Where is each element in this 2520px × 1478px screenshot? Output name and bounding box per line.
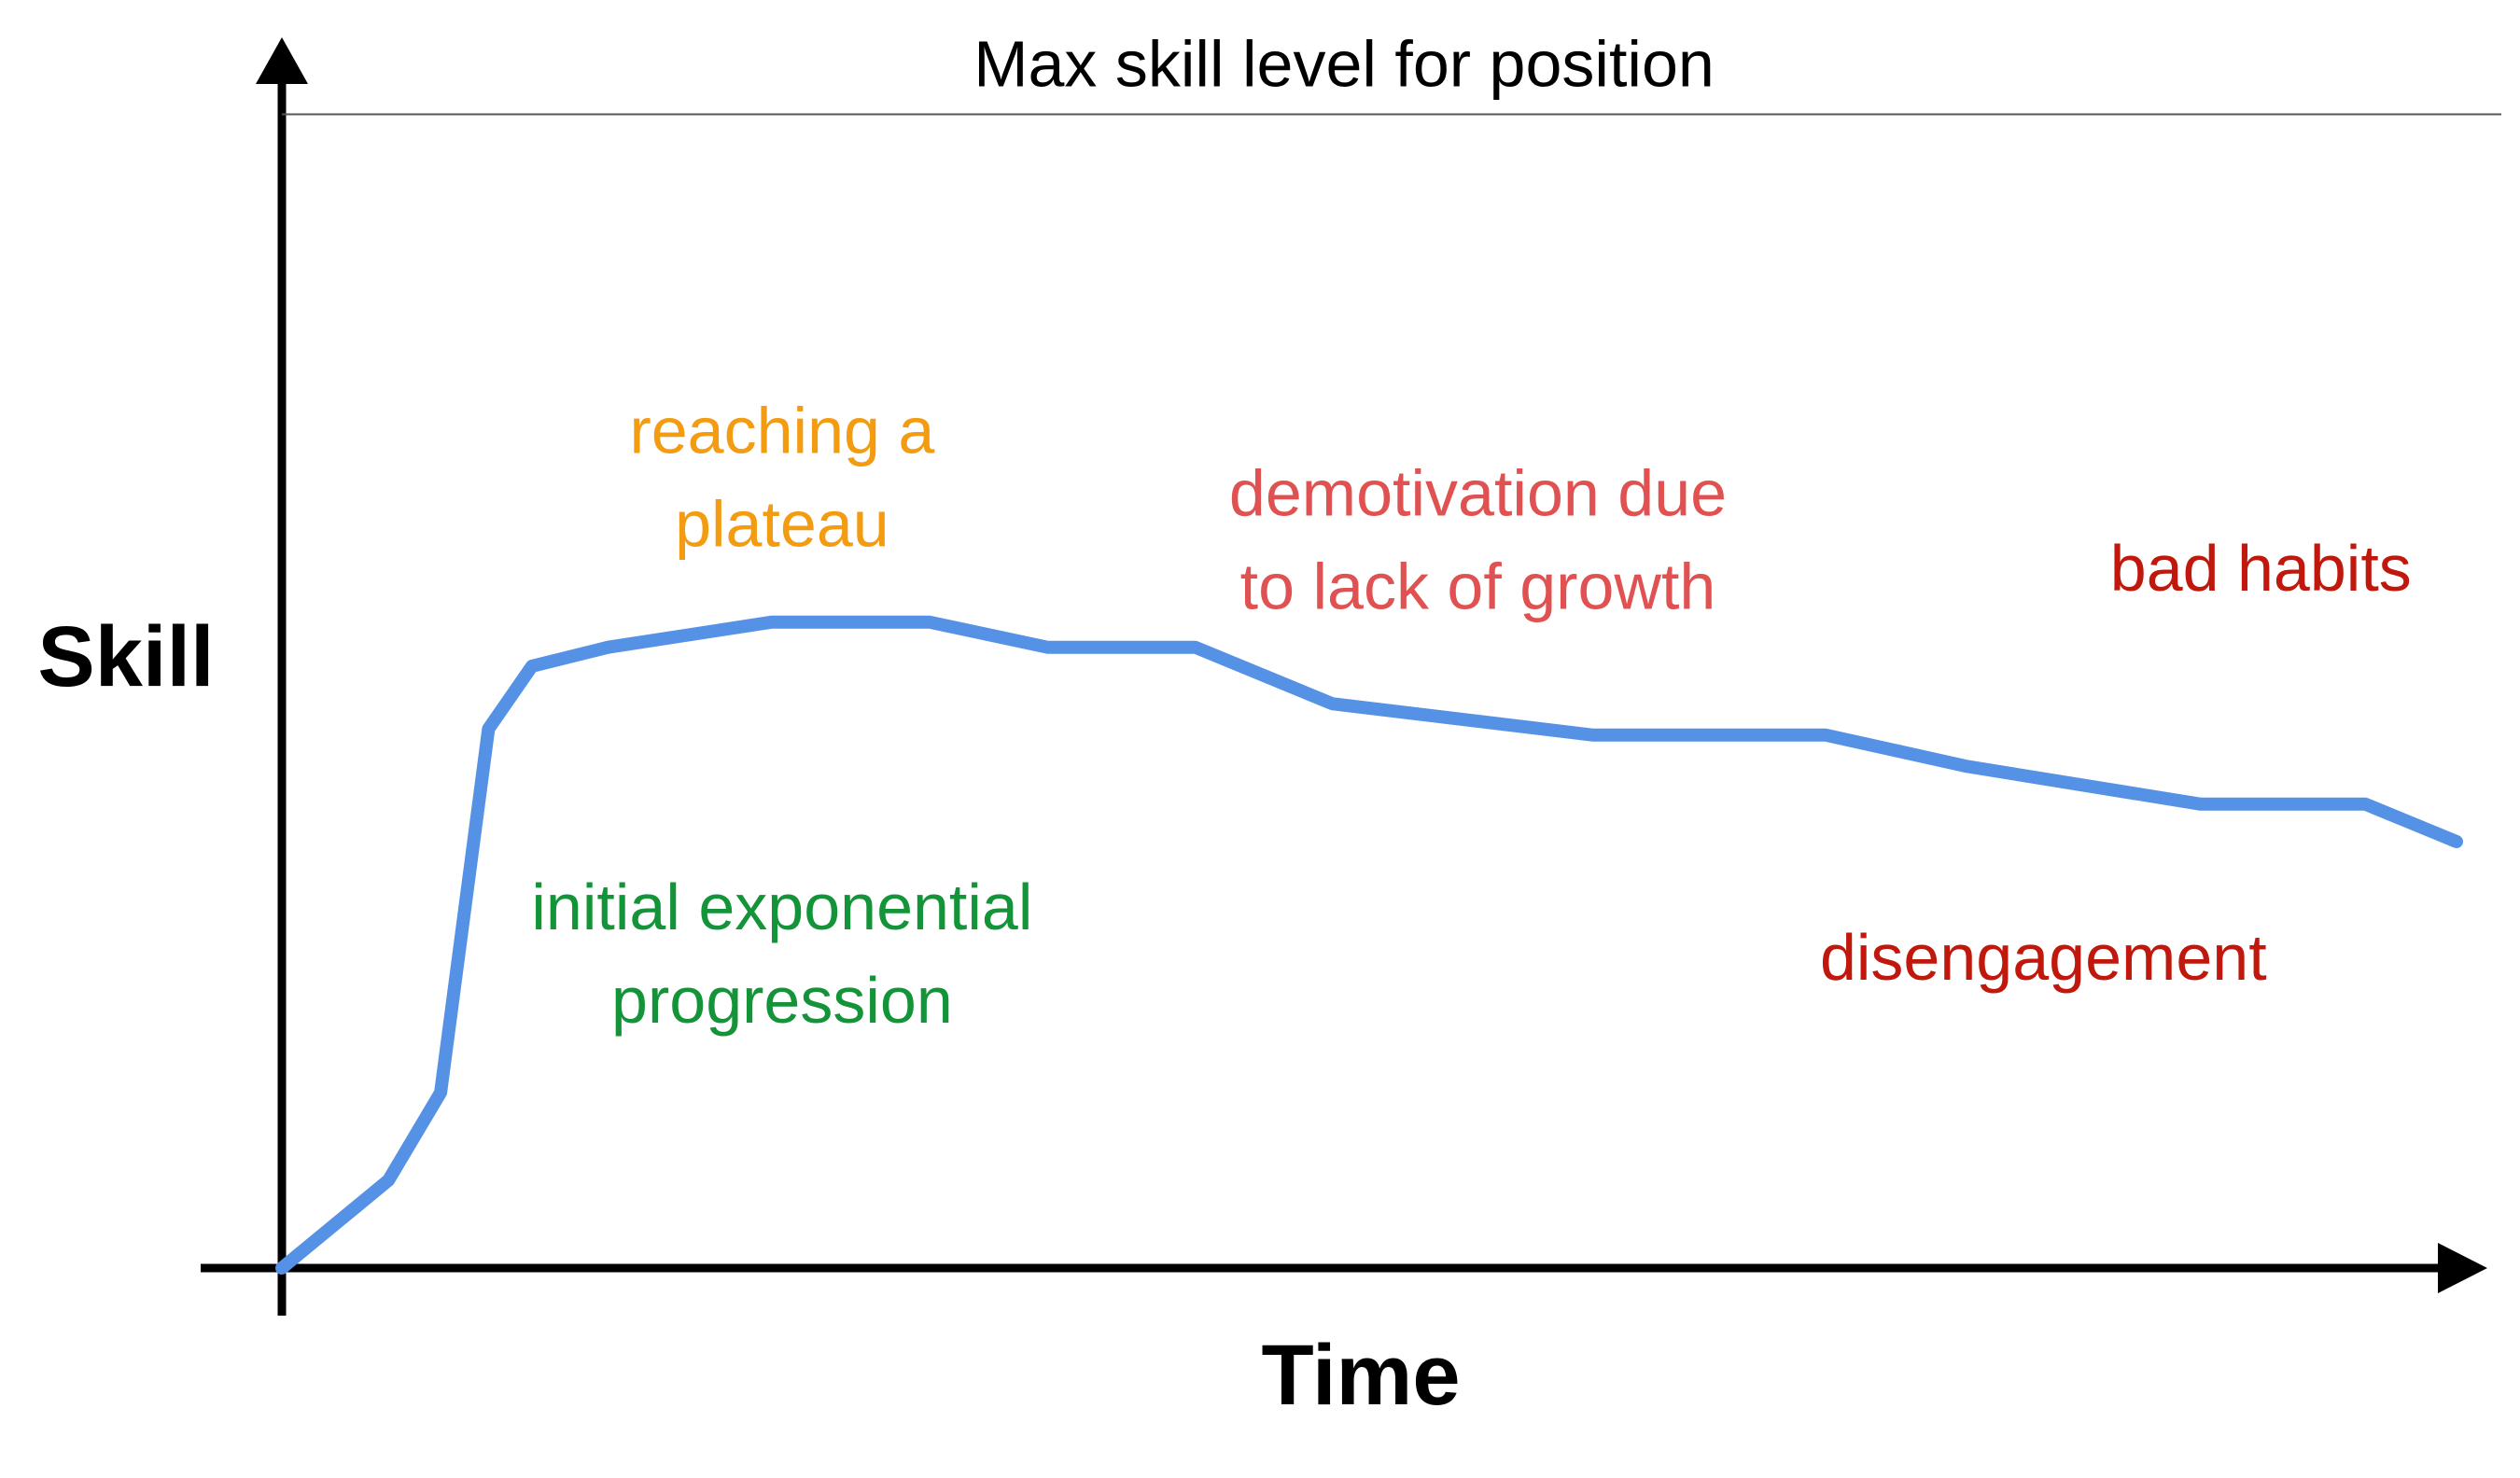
annotation-1: reaching a plateau	[629, 394, 934, 560]
axes	[201, 37, 2487, 1316]
annotation-1-line-2: plateau	[675, 487, 889, 560]
annotation-1-line-1: reaching a	[629, 394, 934, 467]
annotation-5-line-1: disengagement	[1820, 921, 2267, 994]
annotation-2-line-2: to lack of growth	[1240, 551, 1716, 623]
annotation-3: bad habits	[2110, 532, 2412, 605]
annotation-3-line-1: bad habits	[2110, 532, 2412, 605]
series-line-1	[275, 615, 2463, 1275]
y-axis-arrowhead	[256, 37, 308, 84]
annotation-2-line-1: demotivation due	[1229, 457, 1727, 530]
series-layer	[275, 615, 2463, 1275]
y-axis-label: Skill	[37, 609, 214, 704]
annotation-4-line-1: initial exponential	[531, 871, 1032, 943]
annotation-4: initial exponential progression	[531, 871, 1032, 1037]
max-skill-label: Max skill level for position	[973, 28, 1715, 101]
annotation-layer: reaching a plateau demotivation due to lack…	[531, 394, 2411, 1037]
annotation-2: demotivation due to lack of growth	[1229, 457, 1727, 623]
x-axis-label: Time	[1261, 1328, 1460, 1423]
max-skill-reference: Max skill level for position	[282, 28, 2501, 116]
x-axis-arrowhead	[2438, 1243, 2487, 1293]
annotation-5: disengagement	[1820, 921, 2267, 994]
annotation-4-line-2: progression	[611, 964, 953, 1037]
